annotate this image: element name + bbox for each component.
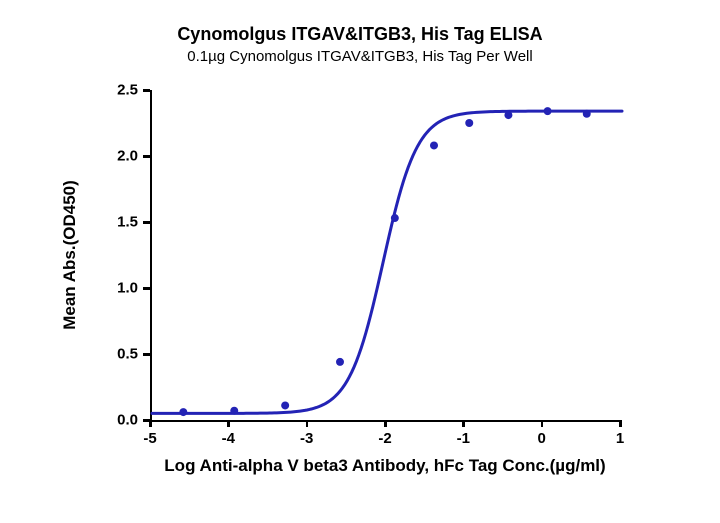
y-tick-label: 2.0: [102, 148, 138, 165]
y-tick-label: 1.5: [102, 214, 138, 231]
x-tick-mark: [227, 420, 230, 427]
x-tick-label: -3: [300, 430, 313, 447]
data-point: [281, 401, 289, 409]
data-point: [504, 111, 512, 119]
curve-svg: [152, 90, 622, 420]
y-tick-mark: [143, 287, 150, 290]
data-point: [465, 119, 473, 127]
x-tick-mark: [541, 420, 544, 427]
y-tick-mark: [143, 353, 150, 356]
x-tick-label: -5: [143, 430, 156, 447]
x-tick-label: -1: [457, 430, 470, 447]
y-tick-label: 1.0: [102, 280, 138, 297]
x-tick-mark: [384, 420, 387, 427]
y-tick-label: 0.5: [102, 346, 138, 363]
x-tick-mark: [149, 420, 152, 427]
dose-response-curve: [152, 111, 622, 413]
data-point: [583, 110, 591, 118]
x-tick-label: -2: [378, 430, 391, 447]
y-tick-mark: [143, 221, 150, 224]
data-point: [391, 214, 399, 222]
y-tick-label: 2.5: [102, 82, 138, 99]
elisa-chart: Cynomolgus ITGAV&ITGB3, His Tag ELISA 0.…: [0, 0, 720, 523]
y-tick-mark: [143, 89, 150, 92]
data-point: [430, 141, 438, 149]
x-axis-label: Log Anti-alpha V beta3 Antibody, hFc Tag…: [164, 456, 605, 476]
x-tick-mark: [306, 420, 309, 427]
data-point: [230, 407, 238, 415]
y-tick-mark: [143, 155, 150, 158]
chart-subtitle: 0.1µg Cynomolgus ITGAV&ITGB3, His Tag Pe…: [0, 48, 720, 65]
chart-title: Cynomolgus ITGAV&ITGB3, His Tag ELISA: [0, 24, 720, 45]
plot-area: [150, 90, 622, 422]
x-tick-label: 0: [537, 430, 545, 447]
x-tick-mark: [619, 420, 622, 427]
y-tick-label: 0.0: [102, 412, 138, 429]
y-axis-label: Mean Abs.(OD450): [60, 180, 80, 330]
x-tick-label: -4: [222, 430, 235, 447]
data-point: [336, 358, 344, 366]
data-point: [179, 408, 187, 416]
data-point: [544, 107, 552, 115]
x-tick-label: 1: [616, 430, 624, 447]
x-tick-mark: [462, 420, 465, 427]
